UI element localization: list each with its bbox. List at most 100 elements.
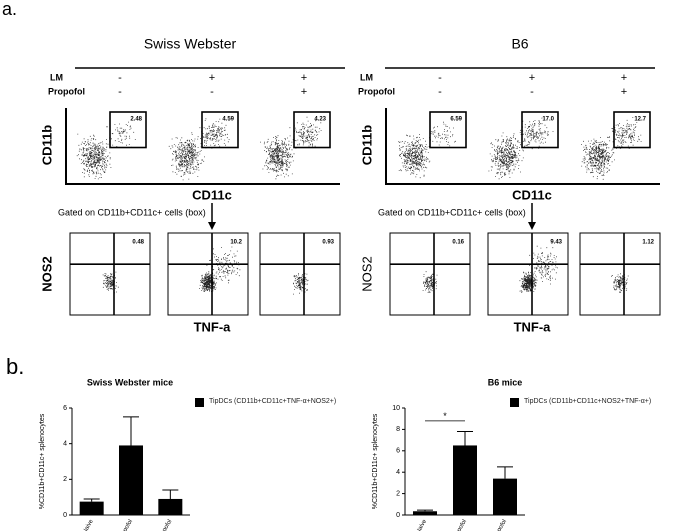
arrow-head bbox=[528, 222, 536, 230]
events bbox=[102, 271, 119, 294]
condition-value: + bbox=[301, 72, 307, 84]
y-axis-label: %CD11b+CD11c+ splenocytes bbox=[39, 413, 46, 509]
events bbox=[581, 136, 615, 180]
legend-swatch bbox=[510, 398, 519, 407]
x-axis-label: TNF-a bbox=[194, 319, 232, 334]
condition-label: LM bbox=[360, 72, 373, 82]
bar bbox=[79, 501, 104, 515]
condition-value: - bbox=[118, 72, 122, 84]
annotation: * bbox=[443, 411, 447, 421]
error-bar bbox=[123, 416, 139, 446]
gate-value: 10.2 bbox=[230, 240, 242, 246]
gating-note: Gated on CD11b+CD11c+ cells (box) bbox=[58, 207, 206, 217]
condition-value: + bbox=[621, 72, 627, 84]
condition-value: - bbox=[438, 86, 442, 98]
events bbox=[429, 121, 456, 148]
gate-value: 0.16 bbox=[452, 240, 464, 246]
events bbox=[106, 121, 136, 148]
gate-value: 9.43 bbox=[550, 240, 562, 246]
x-tick-label: +LM-propofol bbox=[445, 519, 468, 531]
chart-title: B6 mice bbox=[488, 377, 523, 387]
gate-value: 4.59 bbox=[222, 117, 234, 123]
y-tick-label: 6 bbox=[63, 405, 67, 412]
y-tick-label: 0 bbox=[396, 512, 400, 519]
events bbox=[260, 135, 297, 180]
arrow-head bbox=[208, 222, 216, 230]
gate-box bbox=[201, 111, 239, 149]
y-tick-label: 4 bbox=[63, 441, 67, 448]
events bbox=[199, 118, 230, 149]
x-axis-label: CD11c bbox=[512, 187, 552, 202]
gate-value: 2.48 bbox=[130, 117, 142, 123]
condition-value: - bbox=[530, 86, 534, 98]
condition-value: + bbox=[621, 86, 627, 98]
legend-label: TipDCs (CD11b+CD11c+NOS2+TNF-α+) bbox=[524, 398, 652, 405]
plot-frame bbox=[167, 232, 249, 316]
bar bbox=[413, 511, 437, 515]
group-title: B6 bbox=[511, 36, 528, 52]
gate-box bbox=[109, 111, 147, 149]
error-bar bbox=[83, 498, 100, 502]
error-bar bbox=[457, 431, 473, 446]
x-tick-label: Naive bbox=[415, 518, 428, 531]
plot-frame bbox=[389, 232, 471, 316]
y-tick-label: 8 bbox=[396, 426, 400, 433]
events bbox=[206, 246, 241, 284]
y-tick-label: 4 bbox=[396, 469, 400, 476]
events bbox=[611, 273, 629, 293]
panel-label: b. bbox=[6, 354, 24, 379]
events bbox=[422, 271, 438, 293]
y-tick-label: 6 bbox=[396, 448, 400, 455]
gate-box bbox=[613, 111, 651, 149]
gate-value: 12.7 bbox=[634, 117, 646, 123]
error-bar bbox=[417, 509, 433, 512]
plot-frame bbox=[259, 232, 341, 316]
x-axis-label: CD11c bbox=[192, 187, 232, 202]
x-tick-label: +LM+propofol bbox=[484, 519, 508, 531]
plot-frame bbox=[487, 232, 569, 316]
events bbox=[519, 271, 537, 293]
x-axis-label: TNF-a bbox=[514, 319, 552, 334]
gate-value: 4.23 bbox=[314, 117, 326, 123]
gate-value: 17.0 bbox=[542, 117, 554, 123]
events bbox=[488, 132, 524, 180]
plot-frame bbox=[579, 232, 661, 316]
bar bbox=[158, 498, 183, 515]
bar bbox=[453, 445, 477, 515]
y-tick-label: 2 bbox=[396, 490, 400, 497]
legend-label: TipDCs (CD11b+CD11c+TNF-α+NOS2+) bbox=[209, 398, 337, 405]
y-axis-label: NOS2 bbox=[359, 256, 374, 291]
events bbox=[607, 117, 642, 149]
gate-value: 1.12 bbox=[642, 240, 654, 246]
events bbox=[398, 134, 434, 179]
gate-value: 0.48 bbox=[132, 240, 144, 246]
group-title: Swiss Webster bbox=[144, 36, 237, 52]
error-bar bbox=[497, 466, 513, 479]
y-tick-label: 2 bbox=[63, 476, 67, 483]
gate-box bbox=[429, 111, 467, 149]
bar bbox=[119, 445, 143, 515]
condition-label: Propofol bbox=[48, 86, 85, 96]
panel-label: a. bbox=[2, 0, 17, 19]
condition-value: - bbox=[438, 72, 442, 84]
error-bar bbox=[162, 489, 179, 499]
condition-label: LM bbox=[50, 72, 63, 82]
gating-note: Gated on CD11b+CD11c+ cells (box) bbox=[378, 207, 526, 217]
x-tick-label: +LM-propofol bbox=[111, 519, 134, 531]
y-axis-label: CD11b bbox=[359, 125, 374, 166]
condition-value: - bbox=[210, 86, 214, 98]
events bbox=[288, 116, 322, 147]
events bbox=[199, 272, 217, 292]
events bbox=[168, 132, 205, 181]
events bbox=[519, 117, 554, 150]
events bbox=[76, 133, 114, 180]
condition-value: + bbox=[529, 72, 535, 84]
plot-frame bbox=[69, 232, 151, 316]
condition-value: + bbox=[301, 86, 307, 98]
gate-box bbox=[521, 111, 559, 149]
axis-frame bbox=[65, 108, 340, 185]
axis-frame bbox=[385, 108, 660, 185]
y-axis-label: NOS2 bbox=[39, 256, 54, 291]
